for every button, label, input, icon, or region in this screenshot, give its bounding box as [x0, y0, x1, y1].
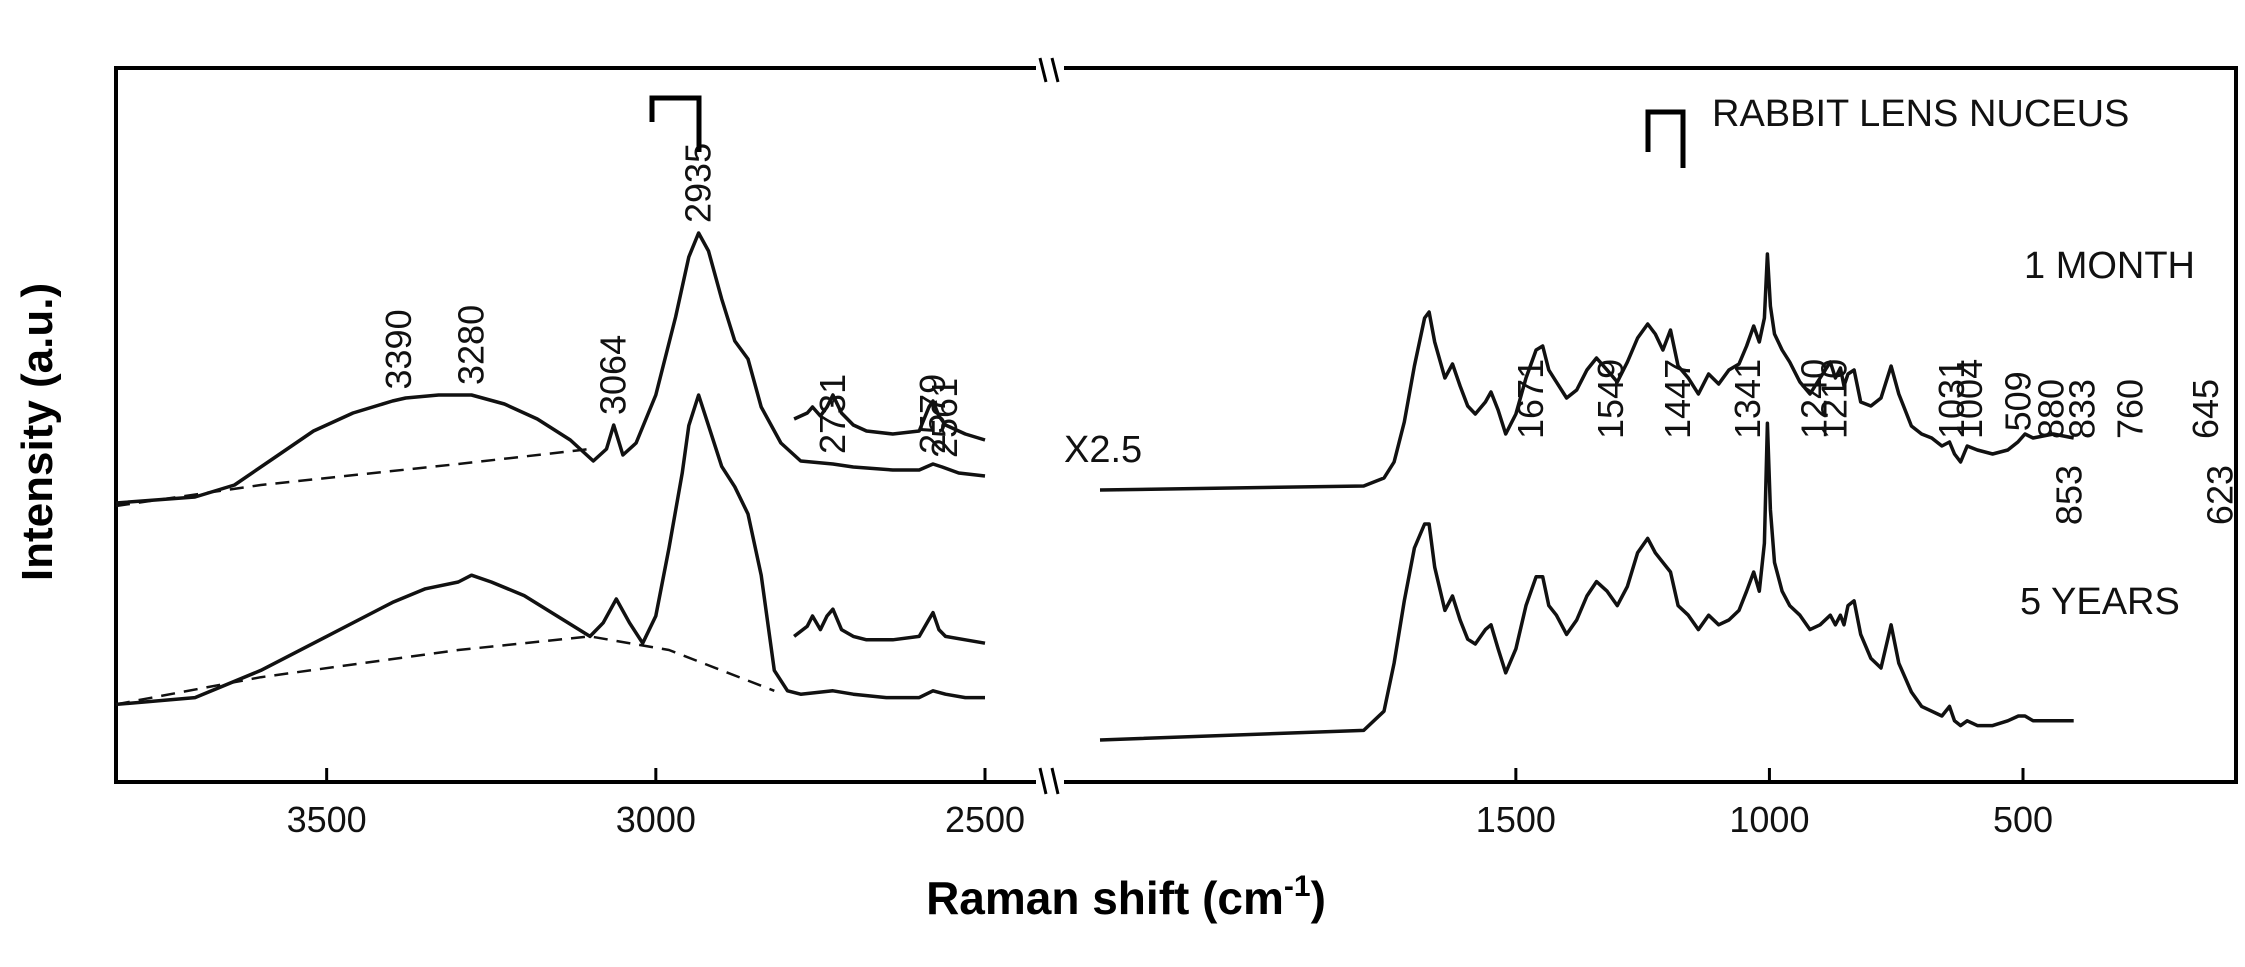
peak-label: 880 [2031, 379, 2072, 439]
peak-label: 623 [2200, 465, 2241, 525]
peak-label: 645 [2185, 379, 2226, 439]
peak-label: 1549 [1590, 359, 1631, 439]
series-line-6 [793, 607, 986, 645]
x-tick-label: 500 [1993, 799, 2053, 840]
x-tick-label: 2500 [945, 799, 1025, 840]
x-axis-title: Raman shift (cm-1) [926, 870, 1326, 924]
peak-label: 1004 [1949, 359, 1990, 439]
series-line-4 [115, 393, 985, 707]
peak-label: 1240 [1794, 359, 1835, 439]
x-axis-title-main: Raman shift (cm [926, 872, 1284, 924]
plot-frame [114, 66, 2238, 784]
x-tick-label: 1500 [1476, 799, 1556, 840]
peak-label: 2561 [924, 378, 965, 458]
x-tick-label: 1000 [1729, 799, 1809, 840]
tick-layer: 3500 3000 2500 1500 1000 500 [287, 768, 2053, 840]
peak-label: 2579 [912, 374, 953, 454]
peak-label: 833 [2061, 379, 2102, 439]
peak-label: 3390 [378, 309, 419, 389]
series-line-5 [115, 635, 775, 706]
series-line-1 [115, 447, 591, 508]
axis-break [1036, 54, 1064, 798]
bracket-marks [649, 95, 1686, 168]
peak-label: 760 [2110, 379, 2151, 439]
peak-label: 1341 [1727, 359, 1768, 439]
scale-factor-label: X2.5 [1064, 429, 1142, 471]
x-axis-title-unit-power: -1 [1284, 870, 1311, 903]
peak-label: 2731 [812, 374, 853, 454]
peak-label: 3280 [451, 305, 492, 385]
sample-annotation: RABBIT LENS NUCEUS [1712, 93, 2129, 135]
series-layer [115, 231, 2075, 742]
peak-label: 1671 [1510, 359, 1551, 439]
lower-spectrum-label: 5 YEARS [2020, 581, 2180, 623]
series-line-7 [1099, 421, 2074, 742]
peak-label: 1031 [1931, 359, 1972, 439]
x-tick-label: 3500 [287, 799, 367, 840]
series-line-3 [1099, 252, 2075, 492]
series-line-0 [115, 231, 986, 505]
x-axis-title-close: ) [1311, 872, 1326, 924]
peak-label: 509 [1997, 371, 2038, 431]
peak-label: 3064 [593, 335, 634, 415]
series-line-2 [793, 393, 986, 442]
peak-label: 853 [2048, 465, 2089, 525]
peak-label: 2935 [678, 143, 719, 223]
upper-spectrum-label: 1 MONTH [2024, 245, 2195, 287]
peak-label: 1210 [1813, 359, 1854, 439]
x-tick-label: 3000 [616, 799, 696, 840]
y-axis-title: Intensity (a.u.) [13, 283, 62, 581]
peak-label: 1447 [1657, 359, 1698, 439]
